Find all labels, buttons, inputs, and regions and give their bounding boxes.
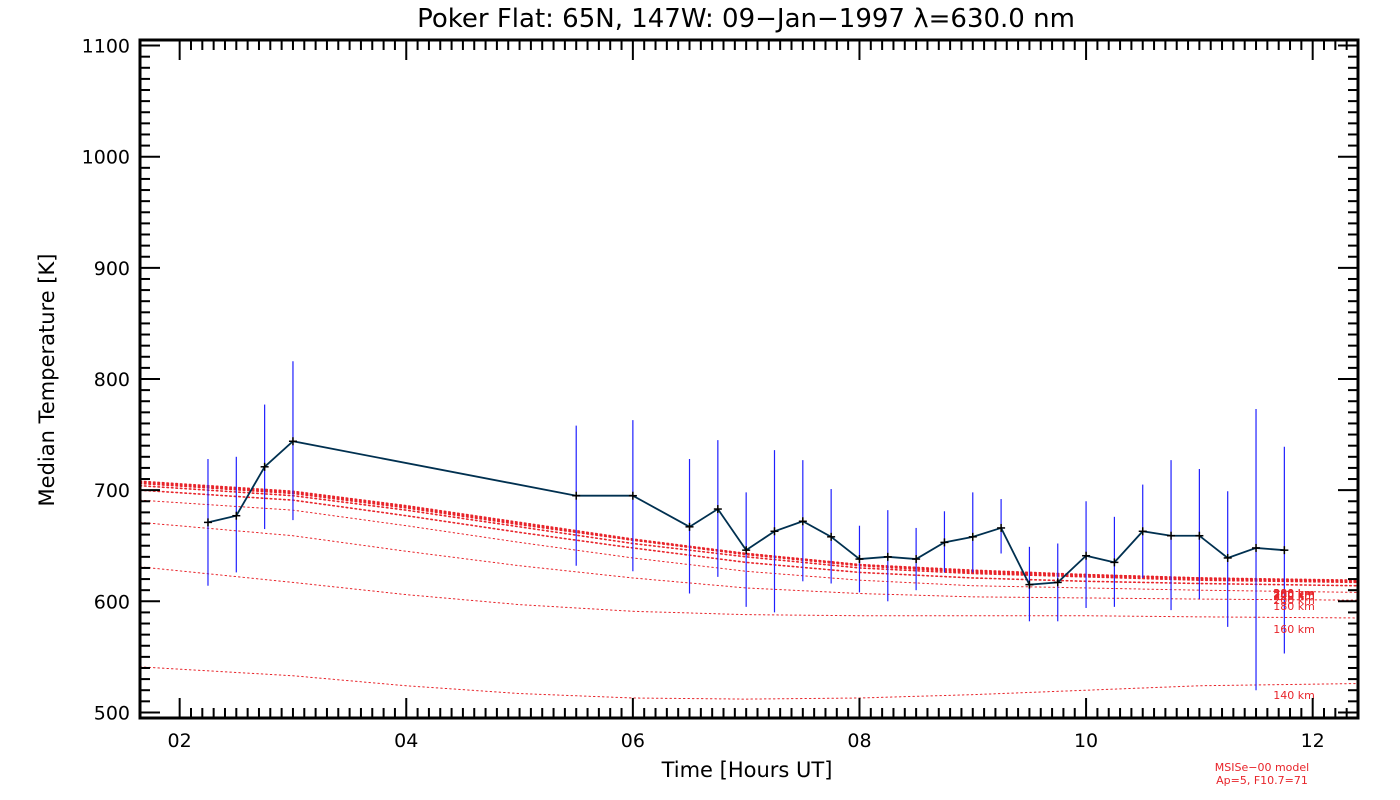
model-curve-label: 240 km: [1273, 589, 1315, 602]
x-axis-label: Time [Hours UT]: [661, 758, 833, 782]
y-tick-label: 500: [94, 702, 130, 724]
x-tick-label: 02: [168, 730, 192, 752]
model-curve-label: 200 km: [1273, 594, 1315, 607]
y-tick-label: 1100: [82, 36, 130, 58]
model-curve-label: 160 km: [1273, 623, 1315, 636]
model-curve: [139, 482, 1359, 583]
chart-title: Poker Flat: 65N, 147W: 09−Jan−1997 λ=630…: [417, 4, 1075, 34]
model-curve: [139, 484, 1359, 584]
y-tick-label: 700: [94, 480, 130, 502]
model-curve: [139, 480, 1359, 581]
axis-ticks: [140, 40, 1359, 718]
model-curve: [139, 521, 1359, 601]
y-tick-label: 800: [94, 369, 130, 391]
model-note-params: Ap=5, F10.7=71: [1216, 774, 1308, 787]
model-curves: [139, 480, 1359, 700]
model-curve-label: 220 km: [1273, 590, 1315, 603]
temperature-series: [203, 437, 1289, 589]
y-tick-label: 600: [94, 591, 130, 613]
x-tick-label: 08: [847, 730, 871, 752]
model-curve: [139, 566, 1359, 619]
model-note-name: MSISe−00 model: [1215, 761, 1309, 774]
x-tick-label: 06: [621, 730, 645, 752]
y-axis-label: Median Temperature [K]: [35, 254, 59, 507]
model-curve: [139, 666, 1359, 700]
model-curve-label: 280 km: [1273, 587, 1315, 600]
model-curve-label: 260 km: [1273, 588, 1315, 601]
y-tick-label: 1000: [82, 147, 130, 169]
plot-frame: [138, 38, 1360, 720]
model-curve-label: 140 km: [1273, 689, 1315, 702]
y-tick-label: 900: [94, 258, 130, 280]
model-curve: [139, 481, 1359, 583]
x-tick-label: 12: [1301, 730, 1325, 752]
x-tick-label: 10: [1074, 730, 1098, 752]
model-curve: [139, 499, 1359, 593]
model-curve-label: 180 km: [1273, 600, 1315, 613]
model-curve-label: 300 km: [1273, 587, 1315, 600]
x-tick-label: 04: [394, 730, 418, 752]
series-line: [207, 440, 1285, 586]
tick-labels: 02 04 06 08 10 12 500 600 700 800 900 1000 1100: [82, 36, 1325, 752]
error-bars: [207, 361, 1285, 691]
model-curve: [139, 489, 1359, 587]
